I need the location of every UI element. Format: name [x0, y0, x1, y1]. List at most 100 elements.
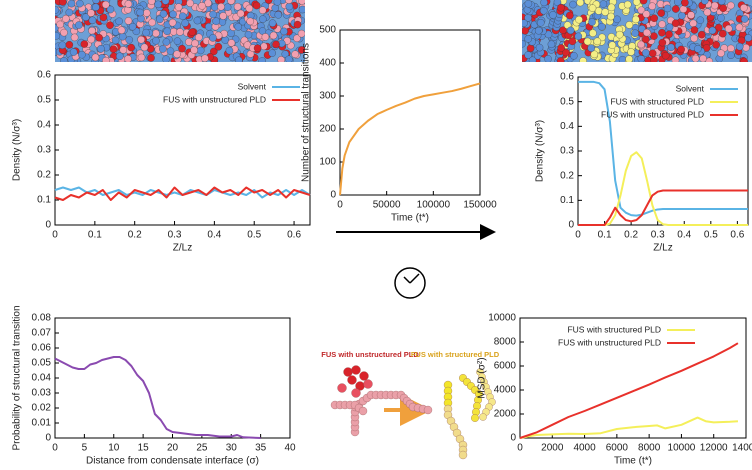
- bead: [535, 43, 544, 52]
- bead: [152, 37, 160, 45]
- bead: [337, 383, 347, 393]
- bead: [566, 26, 575, 35]
- bead: [423, 405, 433, 415]
- bead: [147, 54, 155, 62]
- bead: [625, 21, 634, 29]
- x-axis-label: Z/Lz: [173, 243, 192, 254]
- bead: [223, 3, 232, 11]
- bead: [557, 44, 565, 52]
- y-tick-label: 8000: [494, 337, 517, 348]
- bead: [671, 56, 680, 62]
- bead: [70, 33, 79, 42]
- bead: [195, 33, 203, 42]
- y-tick-label: 100: [319, 157, 336, 168]
- x-tick-label: 0.3: [651, 230, 665, 241]
- bead: [293, 34, 301, 43]
- bead: [210, 47, 218, 56]
- bead: [703, 8, 712, 17]
- bead: [690, 26, 699, 34]
- x-tick-label: 50000: [373, 200, 401, 211]
- bead: [297, 46, 305, 54]
- bead: [544, 55, 552, 62]
- plot-frame: [519, 317, 747, 439]
- data-line: [519, 416, 739, 439]
- x-tick-label: 35: [255, 443, 267, 454]
- x-axis-label: Distance from condensate interface (σ): [86, 456, 259, 467]
- legend-label: FUS with unstructured PLD: [558, 337, 661, 347]
- bead: [570, 52, 578, 60]
- bead: [102, 56, 110, 62]
- simulation-snapshot: [55, 0, 305, 62]
- x-tick-label: 150000: [463, 200, 497, 211]
- y-tick-label: 0.6: [37, 70, 51, 81]
- bead: [253, 44, 262, 52]
- bead: [65, 8, 74, 17]
- bead: [641, 35, 650, 44]
- bead: [258, 6, 267, 15]
- legend-label: FUS with structured PLD: [567, 324, 661, 334]
- bead: [601, 8, 609, 16]
- bead: [128, 22, 137, 31]
- bead: [689, 19, 698, 28]
- x-tick-label: 0: [337, 200, 343, 211]
- bead: [598, 22, 606, 31]
- x-tick-label: 0.4: [207, 230, 221, 241]
- bead: [156, 15, 164, 24]
- simulation-snapshot: [522, 0, 752, 62]
- bead: [173, 37, 182, 45]
- bead: [118, 32, 127, 41]
- bead: [285, 0, 293, 4]
- bead: [236, 9, 245, 18]
- y-tick-label: 0.01: [32, 418, 52, 429]
- bead: [212, 17, 220, 25]
- bead: [701, 0, 709, 5]
- bead: [471, 414, 479, 422]
- bead: [458, 450, 468, 460]
- legend-label: FUS with structured PLD: [610, 96, 704, 106]
- x-tick-label: 0.6: [730, 230, 744, 241]
- y-tick-label: 0.4: [560, 121, 574, 132]
- y-tick-label: 0.3: [560, 146, 574, 157]
- bead: [625, 55, 633, 62]
- bead: [136, 8, 144, 17]
- bead: [60, 57, 68, 62]
- bead: [632, 0, 641, 6]
- bead: [579, 57, 587, 62]
- bead: [159, 10, 168, 18]
- x-tick-label: 25: [196, 443, 208, 454]
- bead: [95, 33, 103, 42]
- bead: [674, 0, 682, 6]
- bead: [553, 0, 562, 6]
- bead: [661, 51, 670, 60]
- y-tick-label: 200: [319, 124, 336, 135]
- bead: [744, 34, 752, 42]
- legend-label: FUS with unstructured PLD: [601, 109, 704, 119]
- legend-label: FUS with unstructured PLD: [163, 94, 266, 104]
- bead: [359, 371, 369, 381]
- bead: [137, 35, 145, 44]
- bead: [740, 15, 749, 23]
- bead: [69, 48, 78, 56]
- bead: [244, 30, 253, 39]
- bead: [166, 47, 175, 55]
- bead: [557, 3, 565, 12]
- bead: [524, 35, 532, 43]
- x-tick-label: 15: [138, 443, 150, 454]
- bead: [210, 3, 219, 11]
- bead: [559, 26, 567, 35]
- bead: [137, 53, 146, 62]
- bead: [233, 2, 242, 11]
- x-tick-label: 8000: [638, 443, 661, 454]
- y-tick-label: 0.07: [32, 328, 52, 339]
- y-tick-label: 0: [568, 220, 574, 231]
- bead: [176, 28, 184, 36]
- bead: [163, 27, 171, 36]
- bead: [124, 0, 133, 8]
- x-tick-label: 0: [52, 230, 58, 241]
- bead: [258, 57, 266, 62]
- data-line: [519, 342, 739, 439]
- bead: [699, 54, 707, 62]
- y-tick-label: 6000: [494, 361, 517, 372]
- illustration-label: FUS with structured PLD: [411, 350, 500, 359]
